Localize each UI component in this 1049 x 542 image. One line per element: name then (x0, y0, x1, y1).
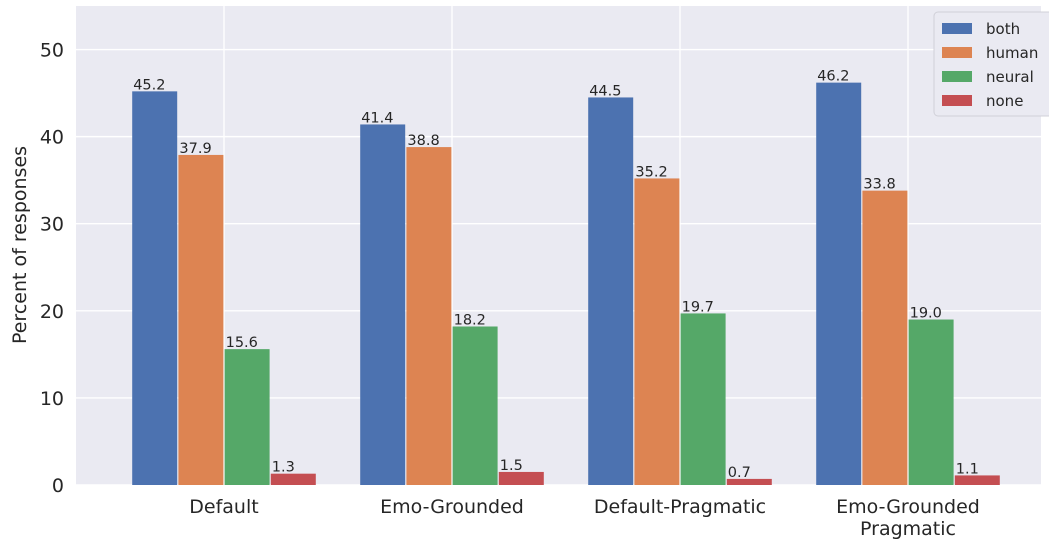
bar-both (588, 97, 634, 485)
y-tick-label: 40 (40, 127, 64, 149)
bar-neural (452, 326, 498, 485)
data-label: 33.8 (863, 177, 895, 193)
bar-human (406, 147, 452, 485)
data-label: 19.7 (682, 299, 714, 315)
y-tick-label: 50 (40, 40, 64, 62)
legend-label-none: none (986, 92, 1023, 110)
bars (132, 82, 1000, 485)
y-tick-label: 10 (40, 388, 64, 410)
legend-label-neural: neural (986, 68, 1034, 86)
data-label: 44.5 (589, 83, 621, 99)
data-label: 1.5 (500, 458, 523, 474)
data-label: 1.3 (272, 460, 295, 476)
bar-none (726, 478, 772, 485)
y-tick-label: 30 (40, 214, 64, 236)
bar-both (816, 82, 862, 485)
bar-none (498, 471, 544, 485)
data-label: 38.8 (407, 133, 439, 149)
bar-human (634, 178, 680, 485)
data-label: 18.2 (454, 312, 486, 328)
x-tick-label: Default (189, 496, 258, 518)
bar-neural (908, 319, 954, 485)
bar-none (954, 475, 1000, 485)
bar-human (862, 190, 908, 485)
legend-label-both: both (986, 20, 1020, 38)
data-label: 45.2 (133, 77, 165, 93)
data-label: 37.9 (179, 141, 211, 157)
x-axis-ticks: Default Emo-Grounded Default-Pragmatic Emo-… (189, 496, 980, 540)
legend-swatch-human (942, 47, 972, 58)
y-tick-label: 0 (52, 475, 64, 497)
data-label: 46.2 (817, 69, 849, 85)
y-tick-label: 20 (40, 301, 64, 323)
legend-swatch-both (942, 23, 972, 34)
bar-both (360, 124, 406, 485)
x-tick-label: Emo-Grounded (380, 496, 524, 518)
x-tick-label: Emo-Grounded Pragmatic (836, 496, 980, 540)
data-label: 19.0 (910, 306, 942, 322)
data-label: 35.2 (635, 164, 667, 180)
legend-label-human: human (986, 44, 1038, 62)
data-label: 0.7 (728, 465, 751, 481)
y-axis-ticks: 0 10 20 30 40 50 (40, 40, 64, 497)
legend-swatch-neural (942, 71, 972, 82)
legend-box (933, 11, 1049, 117)
data-label: 1.1 (956, 461, 979, 477)
bar-both (132, 91, 178, 485)
legend: both human neural none (933, 11, 1049, 117)
legend-swatch-none (942, 95, 972, 106)
data-label: 15.6 (226, 335, 258, 351)
bar-neural (680, 313, 726, 485)
data-label: 41.4 (361, 110, 393, 126)
bar-neural (224, 349, 270, 485)
gridlines (76, 6, 1041, 486)
x-tick-label: Default-Pragmatic (594, 496, 766, 518)
bar-none (270, 473, 316, 485)
y-axis-label: Percent of responses (9, 146, 31, 344)
data-labels: 45.2 41.4 44.5 46.2 37.9 38.8 35.2 33.8 15.6 18.2… (133, 69, 979, 481)
bar-human (178, 154, 224, 485)
